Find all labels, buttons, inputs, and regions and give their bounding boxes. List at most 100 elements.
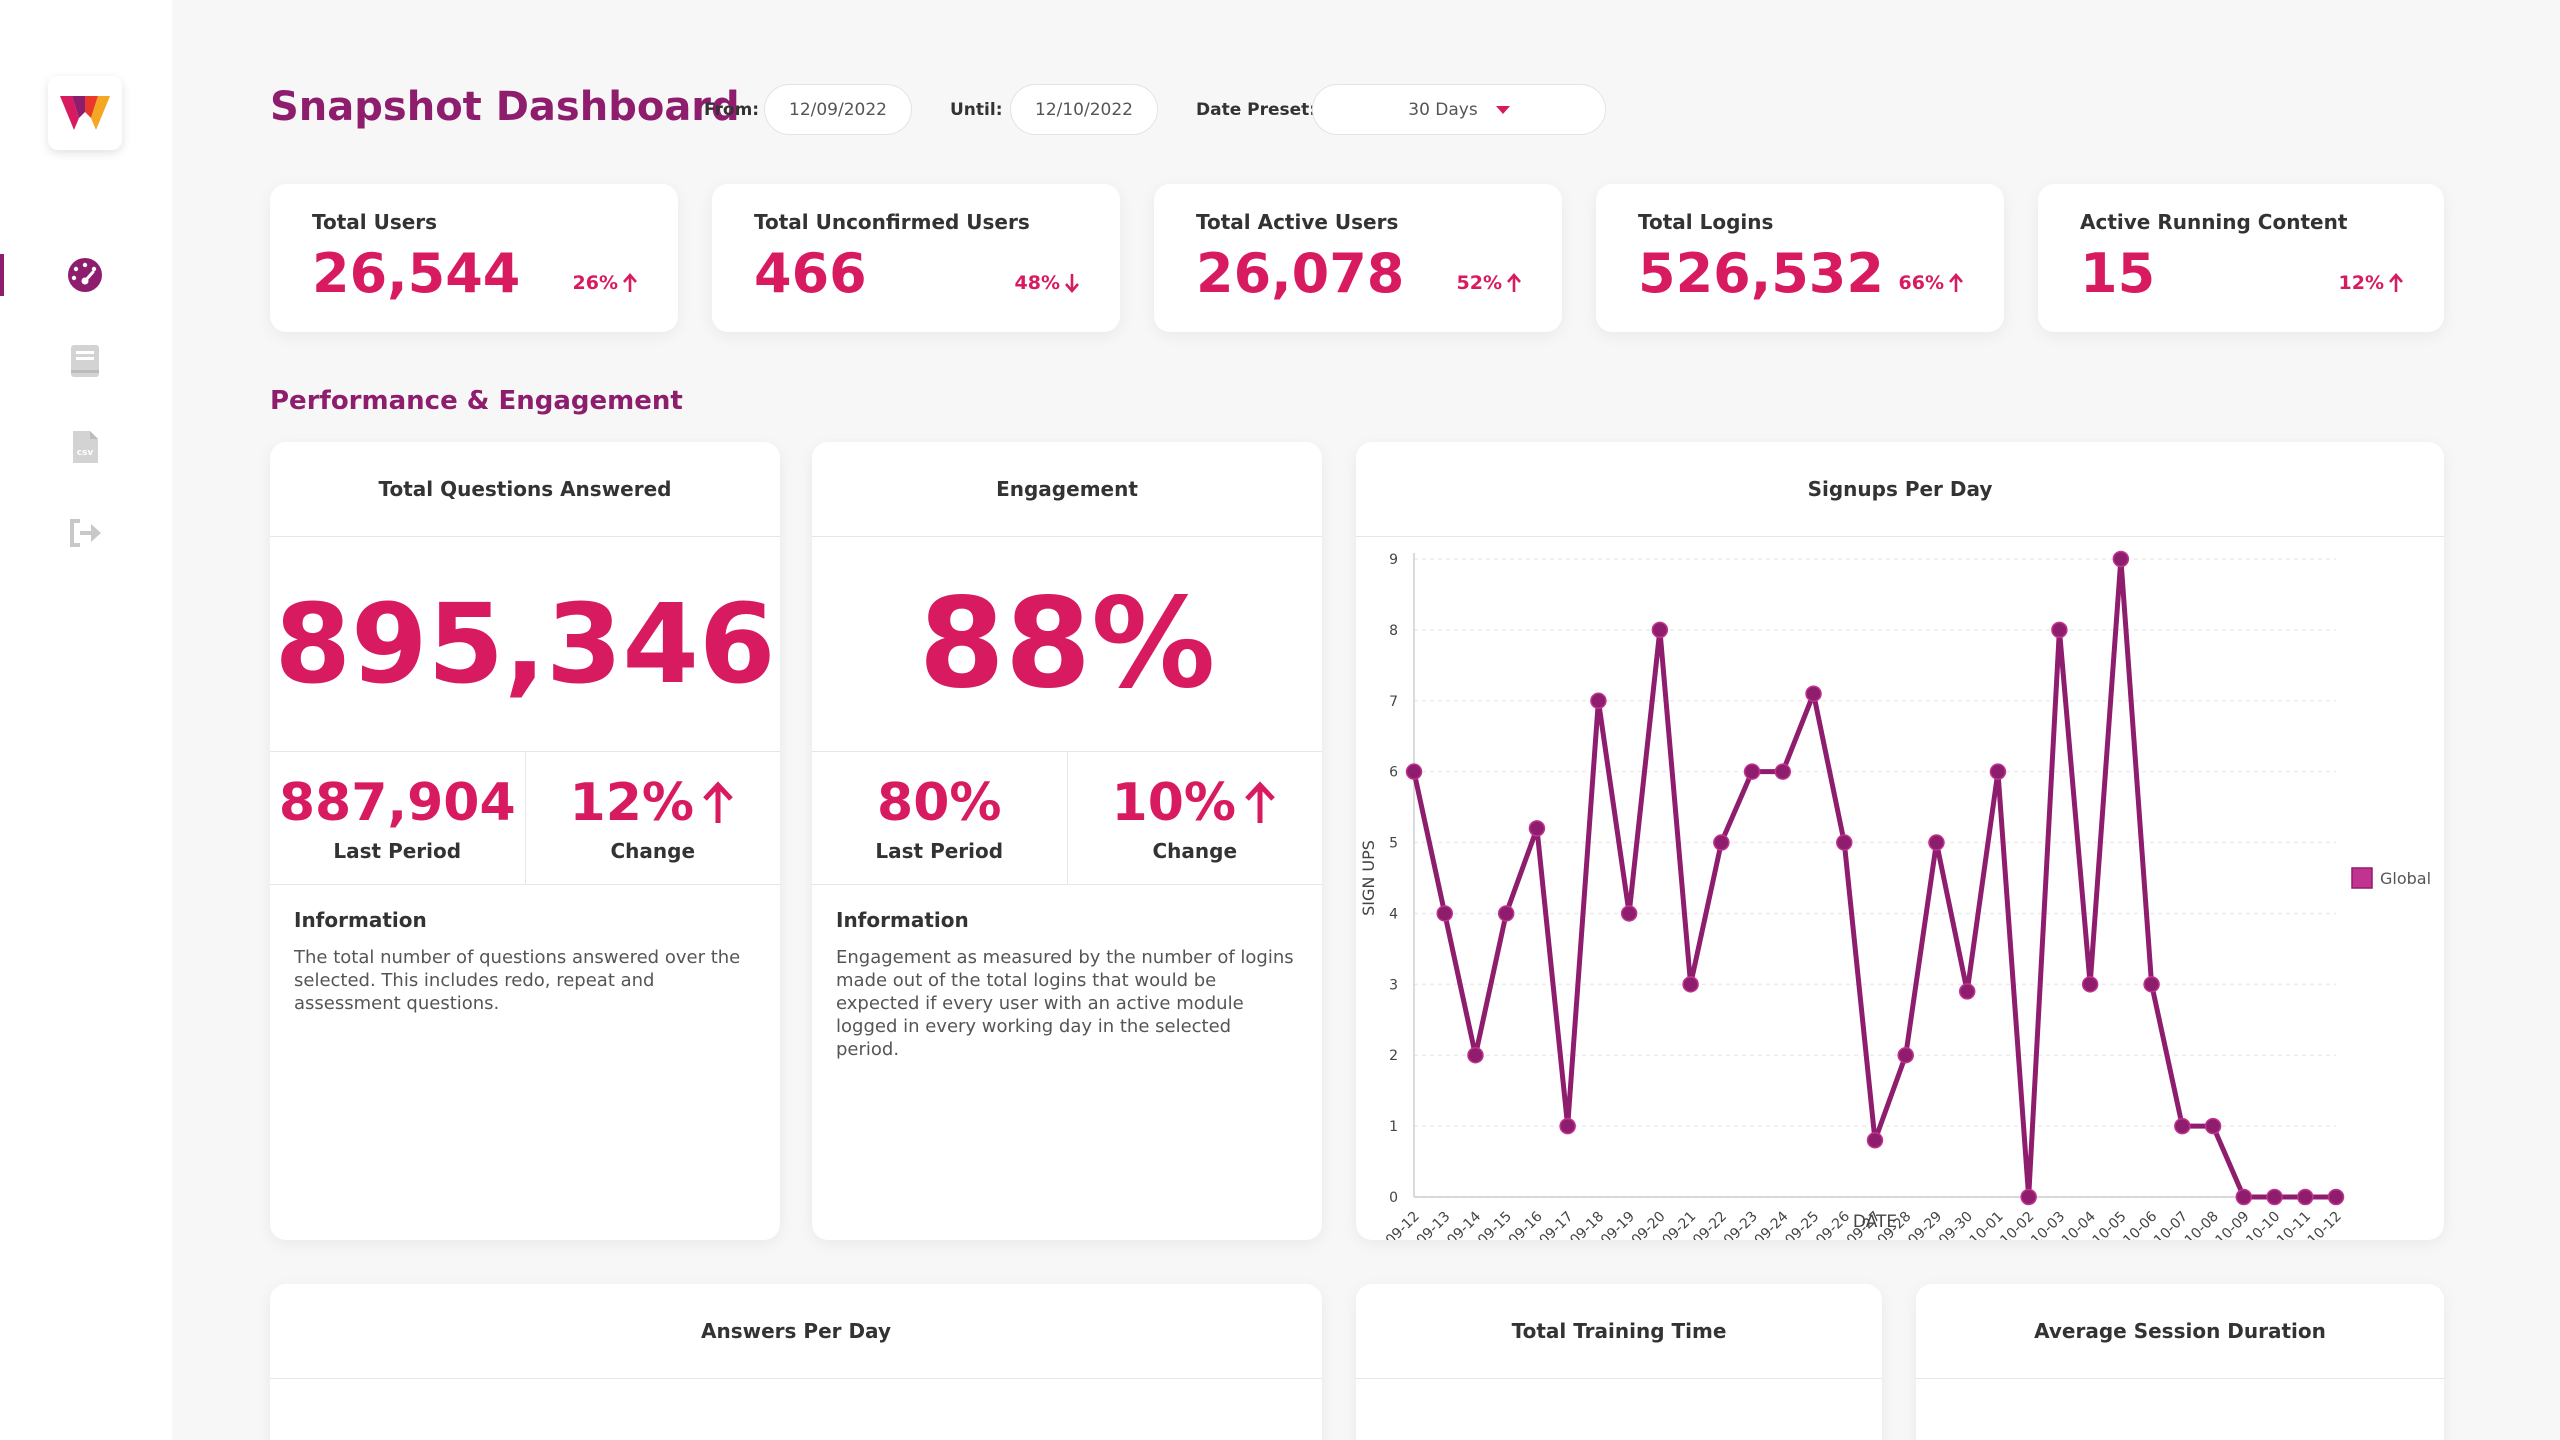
panel-title: Total Training Time [1356,1284,1882,1379]
kpi-value: 15 [2080,242,2156,305]
data-point [2204,1117,2222,1135]
kpi-total-logins: Total Logins 526,532 66% [1596,184,2004,332]
data-point [2020,1188,2037,1206]
kpi-change-value: 26% [572,272,618,294]
arrow-up-icon [703,781,733,823]
svg-text:csv: csv [77,448,94,458]
change-value: 10% [1111,773,1236,833]
last-period-cell: 887,904 Last Period [270,752,525,884]
date-preset-select[interactable]: 30 Days [1312,84,1606,135]
engagement-panel: Engagement 88% 80% Last Period 10% Chang… [812,442,1322,1240]
until-date-input[interactable]: 12/10/2022 [1010,84,1158,135]
data-point [1713,834,1730,851]
session-duration-panel: Average Session Duration [1916,1284,2444,1440]
book-icon [71,345,99,377]
data-point [1958,983,1976,1000]
chevron-down-icon [1495,105,1510,114]
data-point [2051,621,2068,639]
y-tick-label: 2 [1389,1048,1398,1064]
nav-content[interactable] [66,342,104,380]
x-axis-title: DATE [1853,1212,1897,1232]
y-tick-label: 0 [1389,1190,1398,1206]
kpi-label: Total Active Users [1196,210,1399,234]
kpi-label: Active Running Content [2080,210,2348,234]
kpi-change: 66% [1899,272,1964,294]
from-date-input[interactable]: 12/09/2022 [764,84,912,135]
kpi-unconfirmed-users: Total Unconfirmed Users 466 48% [712,184,1120,332]
nav-logout[interactable] [66,514,104,552]
engagement-sub-row: 80% Last Period 10% Change [812,751,1322,885]
training-time-panel: Total Training Time [1356,1284,1882,1440]
change-value: 12% [569,773,694,833]
kpi-total-users: Total Users 26,544 26% [270,184,678,332]
nav-export[interactable]: csv [66,428,104,466]
data-point [1836,834,1853,851]
data-point [2297,1188,2314,1206]
last-period-label: Last Period [333,839,462,863]
info-text: Engagement as measured by the number of … [836,947,1294,1060]
data-point [1805,685,1822,702]
panel-title: Answers Per Day [270,1284,1322,1379]
data-point [1497,905,1515,922]
kpi-change: 52% [1457,272,1522,294]
kpi-label: Total Unconfirmed Users [754,210,1030,234]
section-title: Performance & Engagement [270,386,683,416]
last-period-label: Last Period [875,839,1004,863]
kpi-change: 12% [2339,272,2404,294]
answers-per-day-panel: Answers Per Day [270,1284,1322,1440]
logout-icon [70,519,101,547]
data-point [1620,905,1638,922]
until-label: Until: [950,100,1003,120]
data-point [1897,1046,1914,1064]
data-point [2235,1188,2253,1206]
data-point [1682,976,1699,993]
questions-sub-row: 887,904 Last Period 12% Change [270,751,780,885]
arrow-up-icon [1507,273,1521,292]
kpi-change-value: 66% [1898,272,1944,294]
page-title: Snapshot Dashboard [270,84,740,130]
kpi-active-users: Total Active Users 26,078 52% [1154,184,1562,332]
panel-title: Signups Per Day [1356,442,2444,537]
panel-title: Total Questions Answered [270,442,780,537]
kpi-label: Total Users [312,210,438,234]
csv-file-icon: csv [73,431,98,463]
kpi-change-value: 52% [1456,272,1502,294]
data-point [1743,763,1761,780]
panel-title: Engagement [812,442,1322,537]
y-axis-title: SIGN UPS [1359,840,1378,916]
arrow-down-icon [1065,274,1079,293]
kpi-change: 48% [1015,272,1080,294]
last-period-cell: 80% Last Period [812,752,1067,884]
data-point [1467,1046,1484,1064]
engagement-value: 88% [918,572,1216,716]
y-tick-label: 5 [1389,836,1398,852]
data-point [1590,692,1607,710]
panel-title: Average Session Duration [1916,1284,2444,1379]
change-label: Change [610,839,696,863]
kpi-value: 466 [754,242,867,305]
change-value-wrap: 12% [570,773,736,833]
data-point [2174,1117,2191,1135]
y-tick-label: 9 [1389,552,1398,568]
signups-chart: 01234567892022-09-122022-09-132022-09-14… [1356,550,2431,1240]
kpi-value: 526,532 [1638,242,1884,305]
y-tick-label: 1 [1389,1119,1398,1135]
y-tick-label: 6 [1389,765,1398,781]
data-point [2266,1188,2283,1206]
y-tick-label: 3 [1389,977,1398,993]
logo-w-icon [60,96,110,130]
arrow-up-icon [1245,781,1275,823]
questions-total-value: 895,346 [274,580,776,708]
series-line [1411,556,2336,1200]
y-tick-label: 4 [1389,906,1398,922]
info-text: The total number of questions answered o… [294,947,741,1014]
arrow-up-icon [623,273,637,292]
nav-dashboard[interactable] [66,256,104,294]
signups-panel: Signups Per Day 01234567892022-09-122022… [1356,442,2444,1240]
x-tick-label: 2022-09-12 [1356,1209,1423,1240]
kpi-value: 26,544 [312,242,521,305]
legend-swatch [2351,867,2373,889]
legend-label: Global [2380,869,2431,888]
logo[interactable] [48,76,122,150]
questions-panel: Total Questions Answered 895,346 887,904… [270,442,780,1240]
